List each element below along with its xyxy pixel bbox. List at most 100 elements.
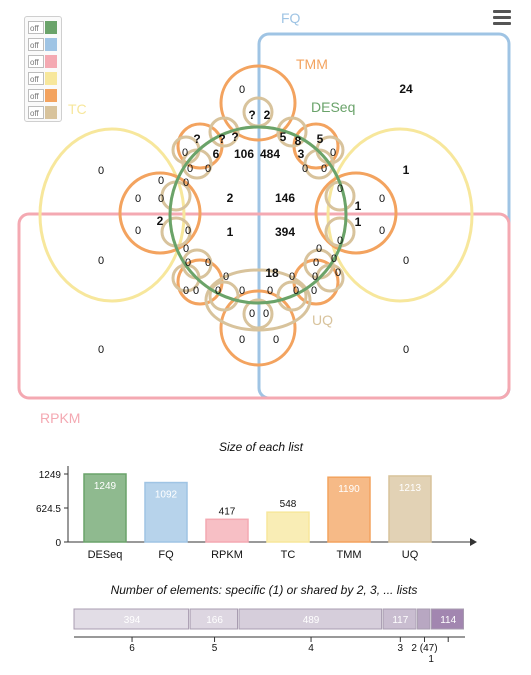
region-count: 0	[379, 225, 385, 237]
bar-deseq	[83, 473, 127, 543]
region-count: 1	[227, 225, 234, 239]
region-count: 0	[331, 253, 337, 265]
region-count: 0	[205, 257, 211, 269]
region-count: 0	[183, 177, 189, 189]
region-count: ?	[218, 132, 225, 146]
region-count: 0	[403, 344, 409, 356]
region-count: 0	[313, 257, 319, 269]
region-count: 0	[135, 193, 141, 205]
region-count: 0	[302, 163, 308, 175]
region-count: 2	[227, 191, 234, 205]
shared-segment-label: 166	[206, 615, 223, 626]
legend-toggle-panel: off off off off off off	[24, 16, 62, 122]
region-count: 0	[311, 285, 317, 297]
region-count: 0	[239, 285, 245, 297]
legend-off-label[interactable]: off	[28, 106, 44, 119]
legend-swatch	[45, 38, 57, 51]
region-count: 0	[98, 165, 104, 177]
legend-swatch	[45, 106, 57, 119]
legend-swatch	[45, 72, 57, 85]
region-count: 0	[316, 243, 322, 255]
shared-segment-4	[382, 608, 417, 630]
region-count: 8	[295, 134, 302, 148]
legend-swatch	[45, 89, 57, 102]
region-count: 0	[239, 334, 245, 346]
shared-chart-title: Number of elements: specific (1) or shar…	[111, 583, 418, 597]
bar-category-label: TC	[281, 549, 296, 561]
shared-segment-1	[73, 608, 190, 630]
region-count: 1	[355, 215, 362, 229]
set-label-rpkm: RPKM	[40, 410, 80, 426]
venn-set-labels: DESeq FQ RPKM TC TMM UQ	[40, 10, 355, 426]
set-shape-rpkm	[17, 212, 511, 400]
legend-swatch	[45, 55, 57, 68]
legend-off-label[interactable]: off	[28, 21, 44, 34]
region-count: 0	[98, 255, 104, 267]
region-count: 0	[335, 267, 341, 279]
region-count: 18	[265, 266, 279, 280]
bar-category-label: TMM	[336, 549, 361, 561]
region-count: 0	[98, 344, 104, 356]
legend-toggle-uq[interactable]: off	[28, 106, 58, 119]
region-count: 0	[158, 175, 164, 187]
hamburger-menu-icon[interactable]	[493, 10, 511, 25]
x-axis-arrow	[470, 538, 477, 546]
set-label-uq: UQ	[312, 312, 333, 328]
bar-value-label: 1249	[94, 481, 117, 492]
region-count: 394	[275, 225, 295, 239]
region-count: 2	[157, 214, 164, 228]
legend-off-label[interactable]: off	[28, 89, 44, 102]
region-count: 0	[223, 271, 229, 283]
set-label-fq: FQ	[281, 10, 301, 26]
region-count: 0	[193, 285, 199, 297]
bar-chart-title: Size of each list	[219, 440, 304, 454]
region-count: 0	[158, 193, 164, 205]
legend-toggle-deseq[interactable]: off	[28, 21, 58, 34]
legend-off-label[interactable]: off	[28, 72, 44, 85]
region-count: ?	[248, 108, 255, 122]
region-count: 0	[289, 271, 295, 283]
region-count: 1	[403, 163, 410, 177]
shared-segment-2	[189, 608, 239, 630]
legend-toggle-fq[interactable]: off	[28, 38, 58, 51]
shared-category-label: 2 (47)	[411, 643, 437, 654]
region-count: 0	[135, 225, 141, 237]
legend-toggle-tmm[interactable]: off	[28, 89, 58, 102]
region-count: 0	[205, 163, 211, 175]
region-count: 0	[379, 193, 385, 205]
y-tick-label: 1249	[39, 470, 62, 481]
shared-segment-label: 489	[303, 615, 320, 626]
region-count: 146	[275, 191, 295, 205]
region-count: 0	[321, 163, 327, 175]
shared-segment-label: 117	[392, 615, 408, 626]
shared-category-label: 4	[308, 643, 314, 654]
region-count: 0	[337, 183, 343, 195]
region-count: 106	[234, 147, 254, 161]
bar-rpkm	[205, 518, 249, 543]
shared-category-label: 3	[398, 643, 404, 654]
shared-category-label: 5	[212, 643, 218, 654]
legend-off-label[interactable]: off	[28, 38, 44, 51]
region-count: 0	[249, 308, 255, 320]
region-count: 0	[293, 285, 299, 297]
y-tick-label: 624.5	[36, 504, 61, 515]
bar-value-label: 1092	[155, 490, 178, 501]
bar-uq	[388, 475, 432, 543]
region-count: 1	[355, 199, 362, 213]
set-label-deseq: DESeq	[311, 99, 355, 115]
region-count: 0	[330, 147, 336, 159]
bar-category-label: FQ	[158, 549, 174, 561]
region-count: 0	[263, 308, 269, 320]
region-count: 0	[337, 235, 343, 247]
region-count: 5	[280, 130, 287, 144]
shared-segment-label: 394	[124, 615, 141, 626]
legend-toggle-rpkm[interactable]: off	[28, 55, 58, 68]
legend-off-label[interactable]: off	[28, 55, 44, 68]
region-count: 6	[213, 147, 220, 161]
legend-toggle-tc[interactable]: off	[28, 72, 58, 85]
region-count: 0	[183, 243, 189, 255]
shared-elements-chart: Number of elements: specific (1) or shar…	[73, 583, 465, 665]
bar-category-label: RPKM	[211, 549, 243, 561]
